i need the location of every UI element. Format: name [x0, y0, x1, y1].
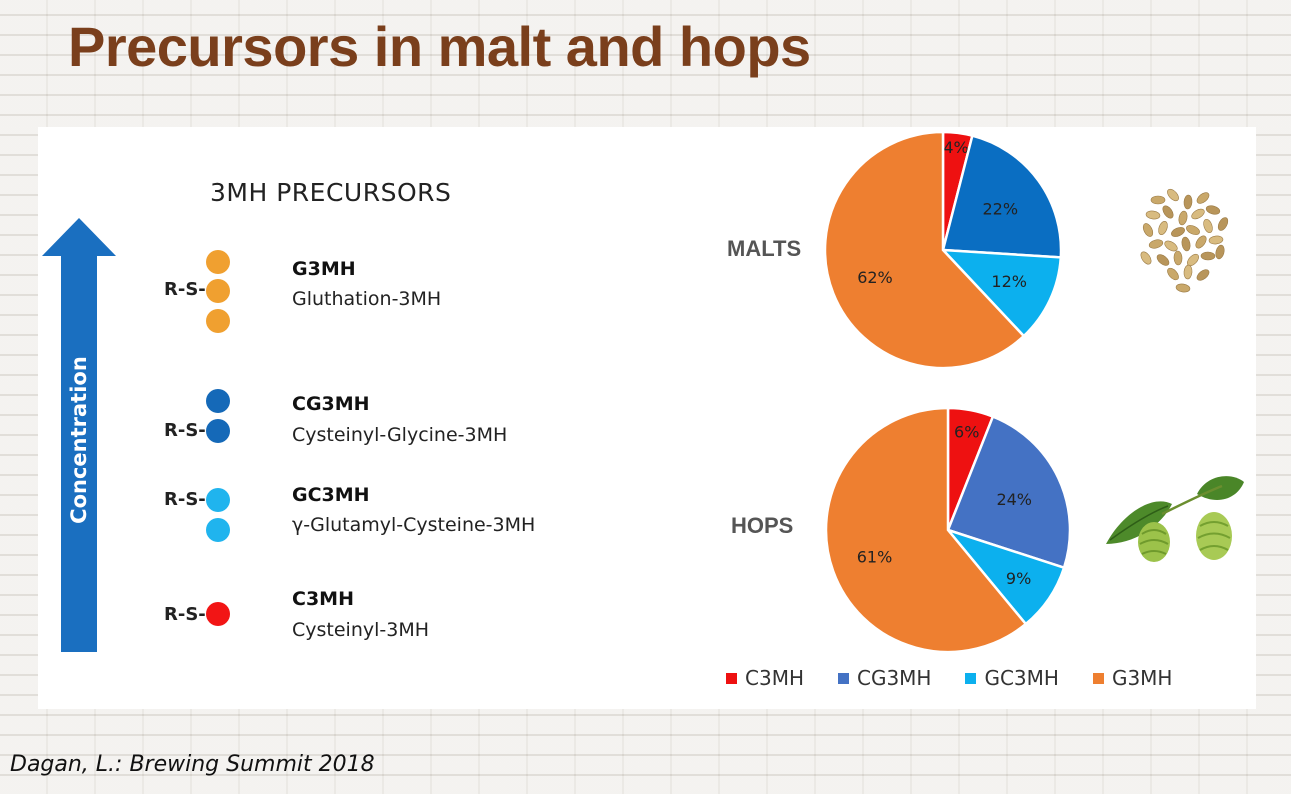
malts-chart-title: MALTS	[727, 236, 802, 261]
precursor-desc-cg3mh: Cysteinyl-Glycine-3MH	[292, 424, 508, 446]
pie-label-cg3mh: 22%	[982, 199, 1018, 218]
precursor-desc-gc3mh: γ-Glutamyl-Cysteine-3MH	[292, 514, 536, 536]
molecule-dot-cg3mh-2	[206, 419, 230, 443]
molecule-dot-gc3mh-1	[206, 488, 230, 512]
rs-label-cg3mh: R-S-	[164, 420, 206, 441]
precursor-desc-c3mh: Cysteinyl-3MH	[292, 619, 430, 641]
legend-swatch-c3mh	[726, 672, 737, 684]
pie-label-cg3mh: 24%	[996, 490, 1032, 509]
malt-grains-image	[1140, 188, 1229, 293]
molecule-dot-cg3mh-1	[206, 389, 230, 413]
molecule-dot-g3mh-1	[206, 250, 230, 274]
precursors-heading: 3MH PRECURSORS	[210, 178, 452, 207]
legend-item-cg3mh: CG3MH	[837, 666, 932, 690]
hops-image	[1106, 476, 1244, 562]
precursor-name-gc3mh: GC3MH	[292, 484, 370, 506]
pie-label-g3mh: 61%	[857, 547, 893, 566]
legend-item-c3mh: C3MH	[726, 666, 804, 690]
rs-label-gc3mh: R-S-	[164, 489, 206, 510]
pie-slice-cg3mh	[941, 134, 1063, 259]
pie-label-c3mh: 6%	[954, 423, 979, 442]
concentration-label: Concentration	[67, 356, 91, 524]
legend-label-cg3mh: CG3MH	[856, 666, 932, 690]
precursor-name-c3mh: C3MH	[292, 588, 354, 610]
page-title: Precursors in malt and hops	[68, 15, 811, 78]
legend-swatch-cg3mh	[837, 672, 849, 684]
legend-item-g3mh: G3MH	[1092, 666, 1173, 690]
pie-label-g3mh: 62%	[857, 268, 893, 287]
malts-pie-chart: 4% 22% 12% 62%	[823, 130, 1063, 370]
pie-slice-gc3mh	[939, 248, 1063, 338]
molecule-dot-c3mh-1	[206, 602, 230, 626]
legend-swatch-g3mh	[1092, 672, 1104, 684]
pie-slice-g3mh	[824, 406, 1028, 654]
concentration-arrow	[42, 218, 116, 652]
molecule-dot-g3mh-2	[206, 279, 230, 303]
molecule-dot-g3mh-3	[206, 309, 230, 333]
rs-label-c3mh: R-S-	[164, 604, 206, 625]
pie-slice-cg3mh	[946, 414, 1072, 570]
pie-label-gc3mh: 12%	[991, 272, 1027, 291]
legend-label-gc3mh: GC3MH	[984, 666, 1059, 690]
legend-label-c3mh: C3MH	[745, 666, 804, 690]
precursor-name-g3mh: G3MH	[292, 258, 356, 280]
hops-pie-chart: 6% 24% 9% 61%	[824, 406, 1072, 654]
hops-chart-title: HOPS	[731, 513, 794, 538]
pie-slice-g3mh	[823, 130, 1026, 370]
precursor-name-cg3mh: CG3MH	[292, 393, 370, 415]
legend-label-g3mh: G3MH	[1111, 666, 1173, 690]
legend-item-gc3mh: GC3MH	[965, 666, 1059, 690]
molecule-dot-gc3mh-2	[206, 518, 230, 542]
pie-legend: C3MH CG3MH GC3MH G3MH	[726, 666, 1172, 690]
pie-label-c3mh: 4%	[943, 138, 968, 157]
precursor-desc-g3mh: Gluthation-3MH	[292, 288, 442, 310]
pie-label-gc3mh: 9%	[1006, 569, 1031, 588]
citation: Dagan, L.: Brewing Summit 2018	[10, 752, 375, 777]
rs-label-g3mh: R-S-	[164, 279, 206, 300]
legend-swatch-gc3mh	[965, 672, 977, 684]
